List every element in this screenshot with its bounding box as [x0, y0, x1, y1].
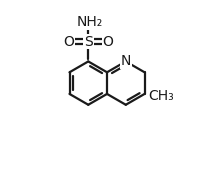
Text: O: O: [102, 35, 113, 49]
Text: NH₂: NH₂: [77, 15, 103, 29]
Text: S: S: [84, 35, 93, 49]
Text: CH₃: CH₃: [148, 89, 174, 103]
Text: N: N: [121, 54, 131, 68]
Text: O: O: [63, 35, 74, 49]
